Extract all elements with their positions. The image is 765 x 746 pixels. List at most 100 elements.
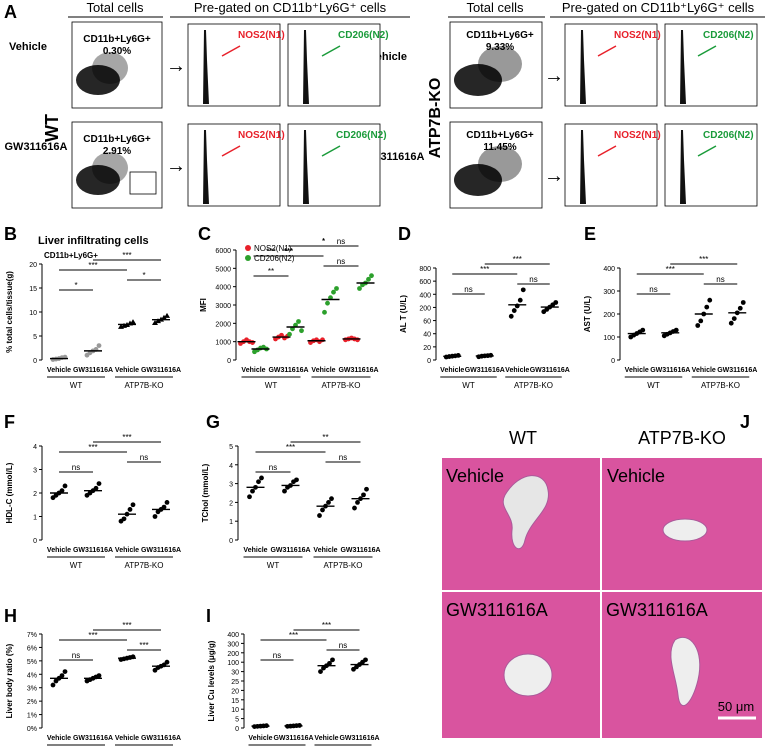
y-tick-label: 1000	[215, 340, 231, 347]
data-point	[366, 276, 371, 282]
x-tick-label: GW311616A	[338, 367, 378, 374]
y-axis-label: AL T (U/L)	[399, 295, 408, 333]
y-tick-label: 15	[231, 698, 239, 705]
group-label: ATP7B-KO	[125, 561, 164, 570]
y-tick-label: 5	[33, 334, 37, 341]
x-tick-label: Vehicle	[115, 367, 139, 374]
data-point	[96, 481, 102, 486]
x-tick-label: Vehicle	[47, 367, 71, 374]
data-point	[331, 289, 336, 295]
y-tick-label: 5	[235, 717, 239, 724]
sig-label: ***	[289, 631, 298, 640]
data-point	[127, 507, 133, 512]
x-tick-label: GW311616A	[717, 367, 757, 374]
sig-label: ns	[339, 641, 347, 650]
panel-g-letter: G	[206, 412, 220, 432]
y-tick-label: 20	[29, 262, 37, 269]
histo-ko-header: ATP7B-KO	[638, 428, 726, 448]
y-tick-label: 5000	[215, 266, 231, 273]
sig-label: ns	[72, 651, 80, 660]
panel-a: A Total cells Pre-gated on CD11b⁺Ly6G⁺ c…	[4, 0, 765, 209]
group-label: ATP7B-KO	[324, 561, 363, 570]
x-tick-label: Vehicle	[313, 547, 337, 554]
data-point	[640, 327, 646, 333]
x-tick-label: GW311616A	[141, 547, 181, 554]
data-point	[357, 286, 362, 291]
sig-label: ***	[480, 265, 489, 274]
x-tick-label: GW311616A	[270, 547, 310, 554]
data-point	[364, 486, 369, 492]
x-tick-label: GW311616A	[73, 547, 113, 554]
data-point	[161, 314, 167, 320]
x-tick-label: GW311616A	[340, 547, 380, 554]
chart-i: 0 5 10 15 20 25 30 100 200 300 400 Liver Cu levels …	[207, 621, 380, 746]
group-label: WT	[462, 381, 475, 390]
sig-label: ns	[339, 453, 347, 462]
data-point	[59, 488, 65, 494]
y-axis-label: HDL-C (mmol/L)	[5, 462, 14, 523]
y-tick-label: 0	[227, 358, 231, 365]
y-tick-label: 20	[423, 345, 431, 352]
y-tick-label: 20	[231, 688, 239, 695]
y-tick-label: 400	[227, 632, 239, 639]
data-point	[731, 316, 737, 321]
legend-marker	[245, 245, 251, 251]
wt-row-label: WT	[42, 114, 62, 142]
cd206-label: CD206(N2)	[338, 30, 389, 41]
data-point	[728, 320, 734, 326]
y-tick-label: 7%	[27, 632, 37, 639]
data-point	[121, 516, 127, 522]
total-cells-header-ko: Total cells	[466, 0, 524, 15]
data-point	[707, 297, 713, 303]
data-point	[130, 319, 136, 325]
y-tick-label: 600	[419, 279, 431, 286]
arrow-icon: →	[166, 155, 186, 177]
y-tick-label: 0	[33, 358, 37, 365]
data-point	[355, 337, 360, 343]
panel-b-title: Liver infiltrating cells	[38, 235, 149, 247]
sig-label: ns	[464, 285, 472, 294]
y-tick-label: 100	[227, 660, 239, 667]
data-point	[363, 657, 368, 663]
y-tick-label: 3	[33, 468, 37, 475]
legend-label: CD206(N2)	[254, 254, 295, 263]
group-label: ATP7B-KO	[125, 381, 164, 390]
y-tick-label: 5%	[27, 659, 37, 666]
group-label: WT	[70, 561, 83, 570]
data-point	[256, 479, 261, 485]
histograms-wt: NOS2(N1) CD206(N2) NOS2(N1) CD206(N2)	[187, 23, 389, 207]
sig-label: ***	[88, 631, 97, 640]
x-tick-label: GW311616A	[465, 367, 505, 374]
panel-f-letter: F	[4, 412, 15, 432]
y-tick-label: 2000	[215, 321, 231, 328]
sig-label: ***	[286, 443, 295, 452]
data-point	[152, 514, 158, 519]
data-point	[317, 513, 322, 518]
sig-label: ***	[666, 265, 675, 274]
y-tick-label: 100	[603, 335, 615, 342]
x-tick-label: GW311616A	[268, 367, 308, 374]
x-tick-label: Vehicle	[625, 367, 649, 374]
y-tick-label: 60	[423, 319, 431, 326]
gate-label: CD11b+Ly6G+	[466, 30, 534, 41]
data-point	[704, 304, 710, 310]
data-point	[330, 657, 335, 663]
legend-label: NOS2(N1)	[254, 244, 292, 253]
chart-h: 0% 1% 2% 3% 4% 5% 6% 7% Liver body ratio (%) Vehi…	[5, 621, 181, 746]
y-axis-label: TChol (mmol/L)	[201, 463, 210, 522]
data-point	[155, 318, 161, 324]
y-tick-label: 800	[419, 266, 431, 273]
x-tick-label: GW311616A	[650, 367, 690, 374]
y-tick-label: 0	[229, 538, 233, 545]
sig-label: ***	[284, 247, 293, 256]
sig-label: ***	[88, 443, 97, 452]
x-tick-label: Vehicle	[243, 547, 267, 554]
x-tick-label: Vehicle	[47, 735, 71, 742]
histo-vehicle-label: Vehicle	[446, 466, 504, 486]
sig-label: **	[322, 433, 328, 442]
panel-c-letter: C	[198, 224, 211, 244]
cd206-label: CD206(N2)	[336, 130, 387, 141]
y-tick-label: 40	[423, 332, 431, 339]
